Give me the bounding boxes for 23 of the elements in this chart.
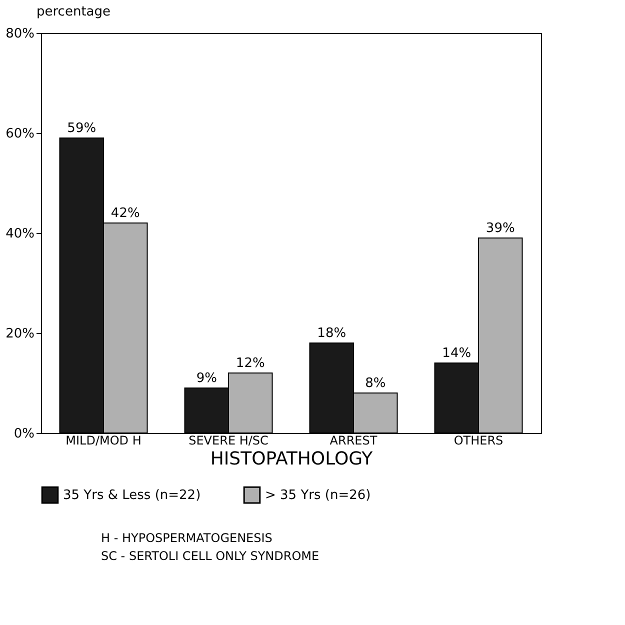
x-axis-title: HISTOPATHOLOGY (210, 448, 374, 470)
data-label: 12% (236, 356, 265, 371)
x-tick-label: ARREST (330, 434, 378, 448)
data-label: 42% (110, 206, 140, 221)
data-label: 59% (67, 121, 96, 136)
data-label: 39% (486, 221, 515, 236)
y-tick-label: 60% (6, 126, 34, 142)
text: SC - SERTOLI CELL ONLY SYNDROME (101, 549, 320, 563)
data-label: 8% (365, 376, 386, 391)
legend-label: > 35 Yrs (n=26) (265, 488, 371, 504)
x-tick-label: OTHERS (454, 434, 504, 448)
y-tick-label: 80% (6, 26, 34, 42)
x-tick-label: SEVERE H/SC (188, 434, 268, 448)
data-label: 9% (196, 371, 217, 386)
y-tick-label: 20% (6, 326, 34, 342)
text: H - HYPOSPERMATOGENESIS (101, 531, 272, 545)
x-tick-label: MILD/MOD H (66, 434, 142, 448)
data-label: 18% (317, 326, 346, 341)
y-axis-title: percentage (36, 4, 111, 20)
y-tick-label: 40% (6, 226, 34, 242)
y-tick-label: 0% (14, 426, 34, 442)
data-label: 14% (442, 346, 472, 361)
legend-label: 35 Yrs & Less (n=22) (63, 488, 201, 504)
